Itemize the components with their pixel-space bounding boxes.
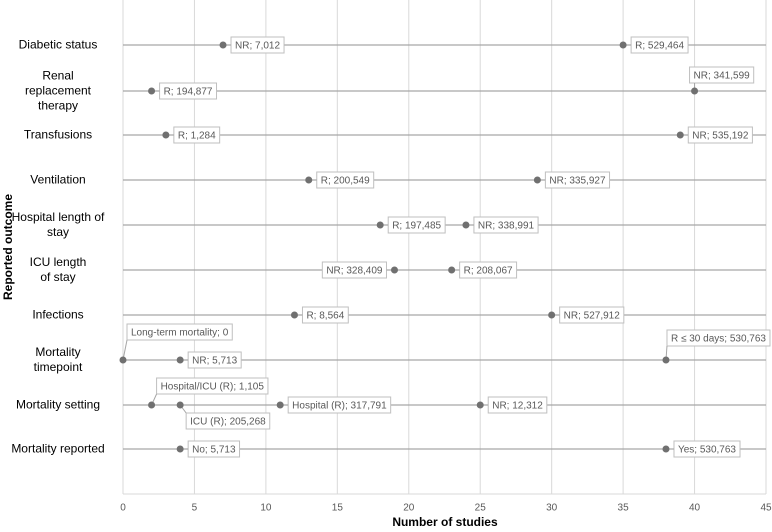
dot <box>619 41 627 49</box>
label-box <box>689 66 755 84</box>
label-text: Hospital (R); 317,791 <box>292 401 387 412</box>
dot <box>533 176 541 184</box>
category-label: Infections <box>32 307 84 322</box>
dot <box>305 176 313 184</box>
data-label: ICU (R); 205,268 <box>179 404 271 430</box>
dot <box>462 221 470 229</box>
dot <box>290 311 298 319</box>
dot <box>119 356 127 364</box>
data-label: R; 529,464 <box>623 36 689 54</box>
category-label: Hospital length of stay <box>11 210 105 239</box>
data-label: NR; 5,713 <box>180 351 242 369</box>
category-label: Ventilation <box>30 172 86 187</box>
dot <box>276 401 284 409</box>
data-label: R; 1,284 <box>165 126 221 144</box>
data-label: NR; 335,927 <box>537 171 611 189</box>
data-label: NR; 527,912 <box>551 306 625 324</box>
dot <box>691 87 699 95</box>
label-text: Long-term mortality; 0 <box>131 328 229 339</box>
data-label: R; 8,564 <box>294 306 349 324</box>
x-tick-label: 25 <box>475 503 487 514</box>
data-label: R; 208,067 <box>451 261 518 279</box>
label-text: R; 529,464 <box>635 41 684 52</box>
dot <box>162 131 170 139</box>
data-label: Hospital/ICU (R); 1,105 <box>151 377 269 406</box>
x-tick-label: 10 <box>260 503 272 514</box>
dot <box>662 356 670 364</box>
x-tick-label: 40 <box>689 503 701 514</box>
data-label: Long-term mortality; 0 <box>122 323 233 361</box>
category-label: Diabetic status <box>18 37 98 52</box>
data-label: R; 194,877 <box>151 82 218 100</box>
data-label: No; 5,713 <box>180 440 241 458</box>
data-label: NR; 12,312 <box>480 396 548 414</box>
x-tick-label: 20 <box>403 503 415 514</box>
label-text: R; 194,877 <box>164 87 213 98</box>
category-label: Transfusions <box>23 127 93 142</box>
label-text: NR; 7,012 <box>235 41 280 52</box>
data-label: Yes; 530,763 <box>665 440 741 458</box>
label-text: NR; 527,912 <box>564 311 621 322</box>
x-tick-label: 45 <box>760 503 772 514</box>
label-text: R; 197,485 <box>392 221 441 232</box>
label-text: NR; 338,991 <box>478 221 535 232</box>
dot <box>176 356 184 364</box>
data-label: R; 200,549 <box>308 171 375 189</box>
dot <box>148 401 156 409</box>
y-axis-title: Reported outcome <box>1 194 15 300</box>
category-label: Mortality timepoint <box>33 345 83 374</box>
label-text: No; 5,713 <box>192 445 236 456</box>
dot <box>476 401 484 409</box>
label-text: NR; 5,713 <box>192 356 237 367</box>
label-text: R; 1,284 <box>178 131 216 142</box>
data-label: R; 197,485 <box>380 216 446 234</box>
data-label: Hospital (R); 317,791 <box>280 396 392 414</box>
data-label: R ≤ 30 days; 530,763 <box>665 329 771 361</box>
label-box <box>185 412 271 430</box>
label-text: ICU (R); 205,268 <box>190 417 266 428</box>
label-box <box>156 377 269 395</box>
label-text: NR; 341,599 <box>694 71 751 82</box>
x-tick-label: 5 <box>192 503 198 514</box>
dot <box>148 87 156 95</box>
label-text: Yes; 530,763 <box>678 445 736 456</box>
label-text: Hospital/ICU (R); 1,105 <box>161 382 265 393</box>
dot <box>219 41 227 49</box>
label-text: NR; 335,927 <box>549 176 606 187</box>
label-text: R ≤ 30 days; 530,763 <box>671 334 766 345</box>
label-text: R; 208,067 <box>464 266 513 277</box>
data-label: NR; 338,991 <box>465 216 539 234</box>
label-box <box>126 323 233 341</box>
category-label: Mortality setting <box>15 397 101 412</box>
x-tick-label: 30 <box>546 503 558 514</box>
x-tick-label: 0 <box>120 503 126 514</box>
x-tick-label: 15 <box>332 503 344 514</box>
dot <box>448 266 456 274</box>
category-label: ICU length of stay <box>29 255 87 284</box>
label-text: NR; 535,192 <box>692 131 749 142</box>
data-label: NR; 328,409 <box>321 261 395 279</box>
label-text: R; 200,549 <box>321 176 370 187</box>
label-text: NR; 328,409 <box>326 266 383 277</box>
x-tick-label: 35 <box>618 503 630 514</box>
label-text: R; 8,564 <box>306 311 344 322</box>
x-axis-title: Number of studies <box>392 515 498 529</box>
data-label: NR; 535,192 <box>680 126 753 144</box>
dot <box>676 131 684 139</box>
dot <box>176 445 184 453</box>
label-text: NR; 12,312 <box>492 401 543 412</box>
category-label: Renal replacement therapy <box>24 68 92 113</box>
data-label: NR; 341,599 <box>689 66 755 91</box>
dot <box>548 311 556 319</box>
dot <box>662 445 670 453</box>
data-label: NR; 7,012 <box>223 36 285 54</box>
dot <box>376 221 384 229</box>
dot <box>176 401 184 409</box>
dot <box>390 266 398 274</box>
label-box <box>666 329 771 347</box>
category-label: Mortality reported <box>11 441 105 456</box>
